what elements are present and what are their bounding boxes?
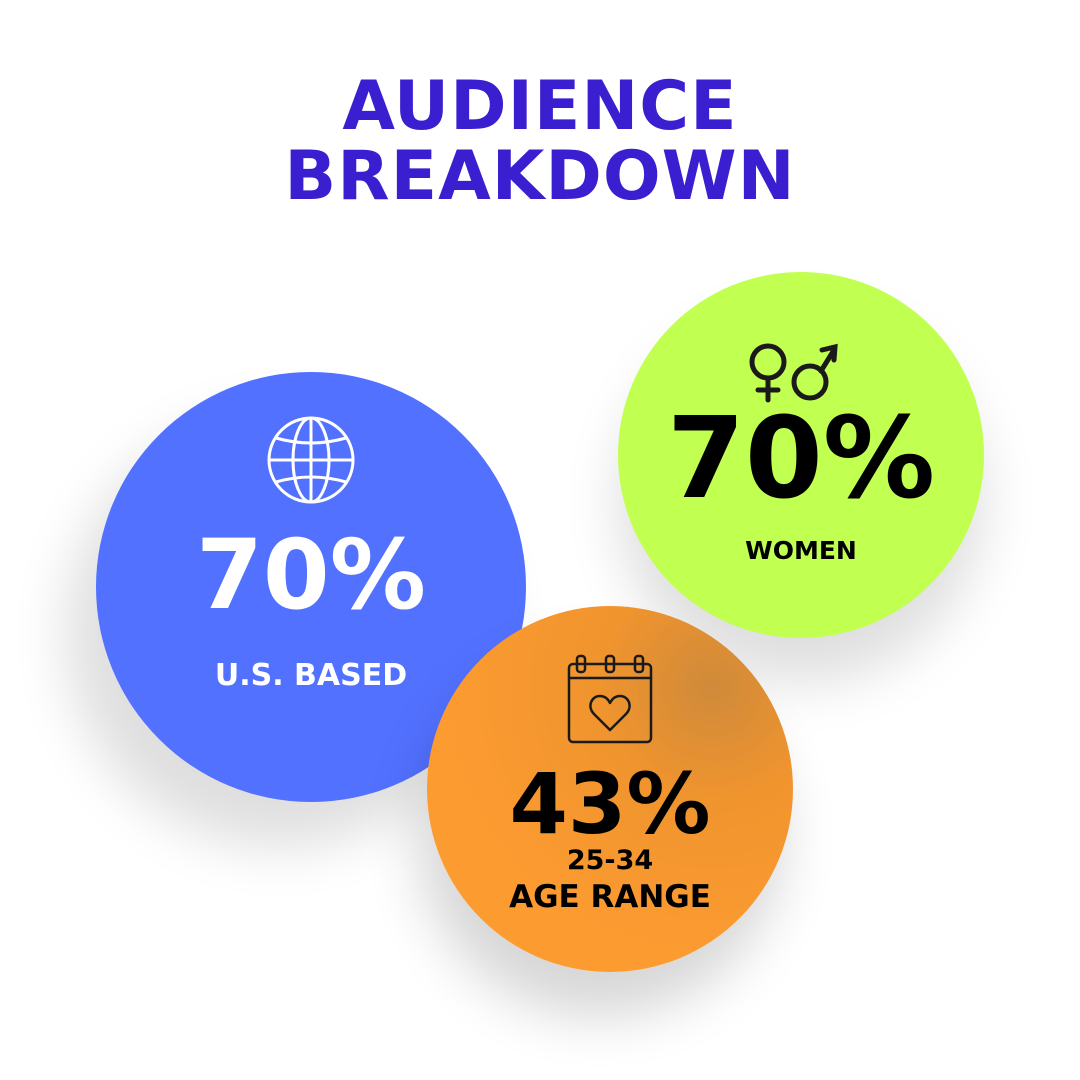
location-label: U.S. BASED: [214, 658, 408, 693]
age-percent: 43%: [509, 755, 711, 853]
gender-label: WOMEN: [745, 536, 857, 565]
age-range-label: 25-34: [566, 845, 654, 876]
page-title: AUDIENCE BREAKDOWN: [0, 72, 1080, 212]
stat-circle-gender: 70% WOMEN: [618, 272, 984, 638]
calendar-heart-icon: [567, 654, 653, 744]
age-range-caption: AGE RANGE: [509, 879, 711, 915]
stat-circle-location: 70% U.S. BASED: [96, 372, 526, 802]
gender-symbols-icon: [749, 343, 838, 403]
title-line-2: BREAKDOWN: [284, 137, 796, 216]
location-percent: 70%: [196, 519, 426, 631]
globe-icon: [267, 416, 355, 504]
gender-percent: 70%: [666, 394, 936, 524]
title-line-1: AUDIENCE: [342, 67, 738, 146]
stat-circle-age: 43% 25-34 AGE RANGE: [427, 606, 793, 972]
